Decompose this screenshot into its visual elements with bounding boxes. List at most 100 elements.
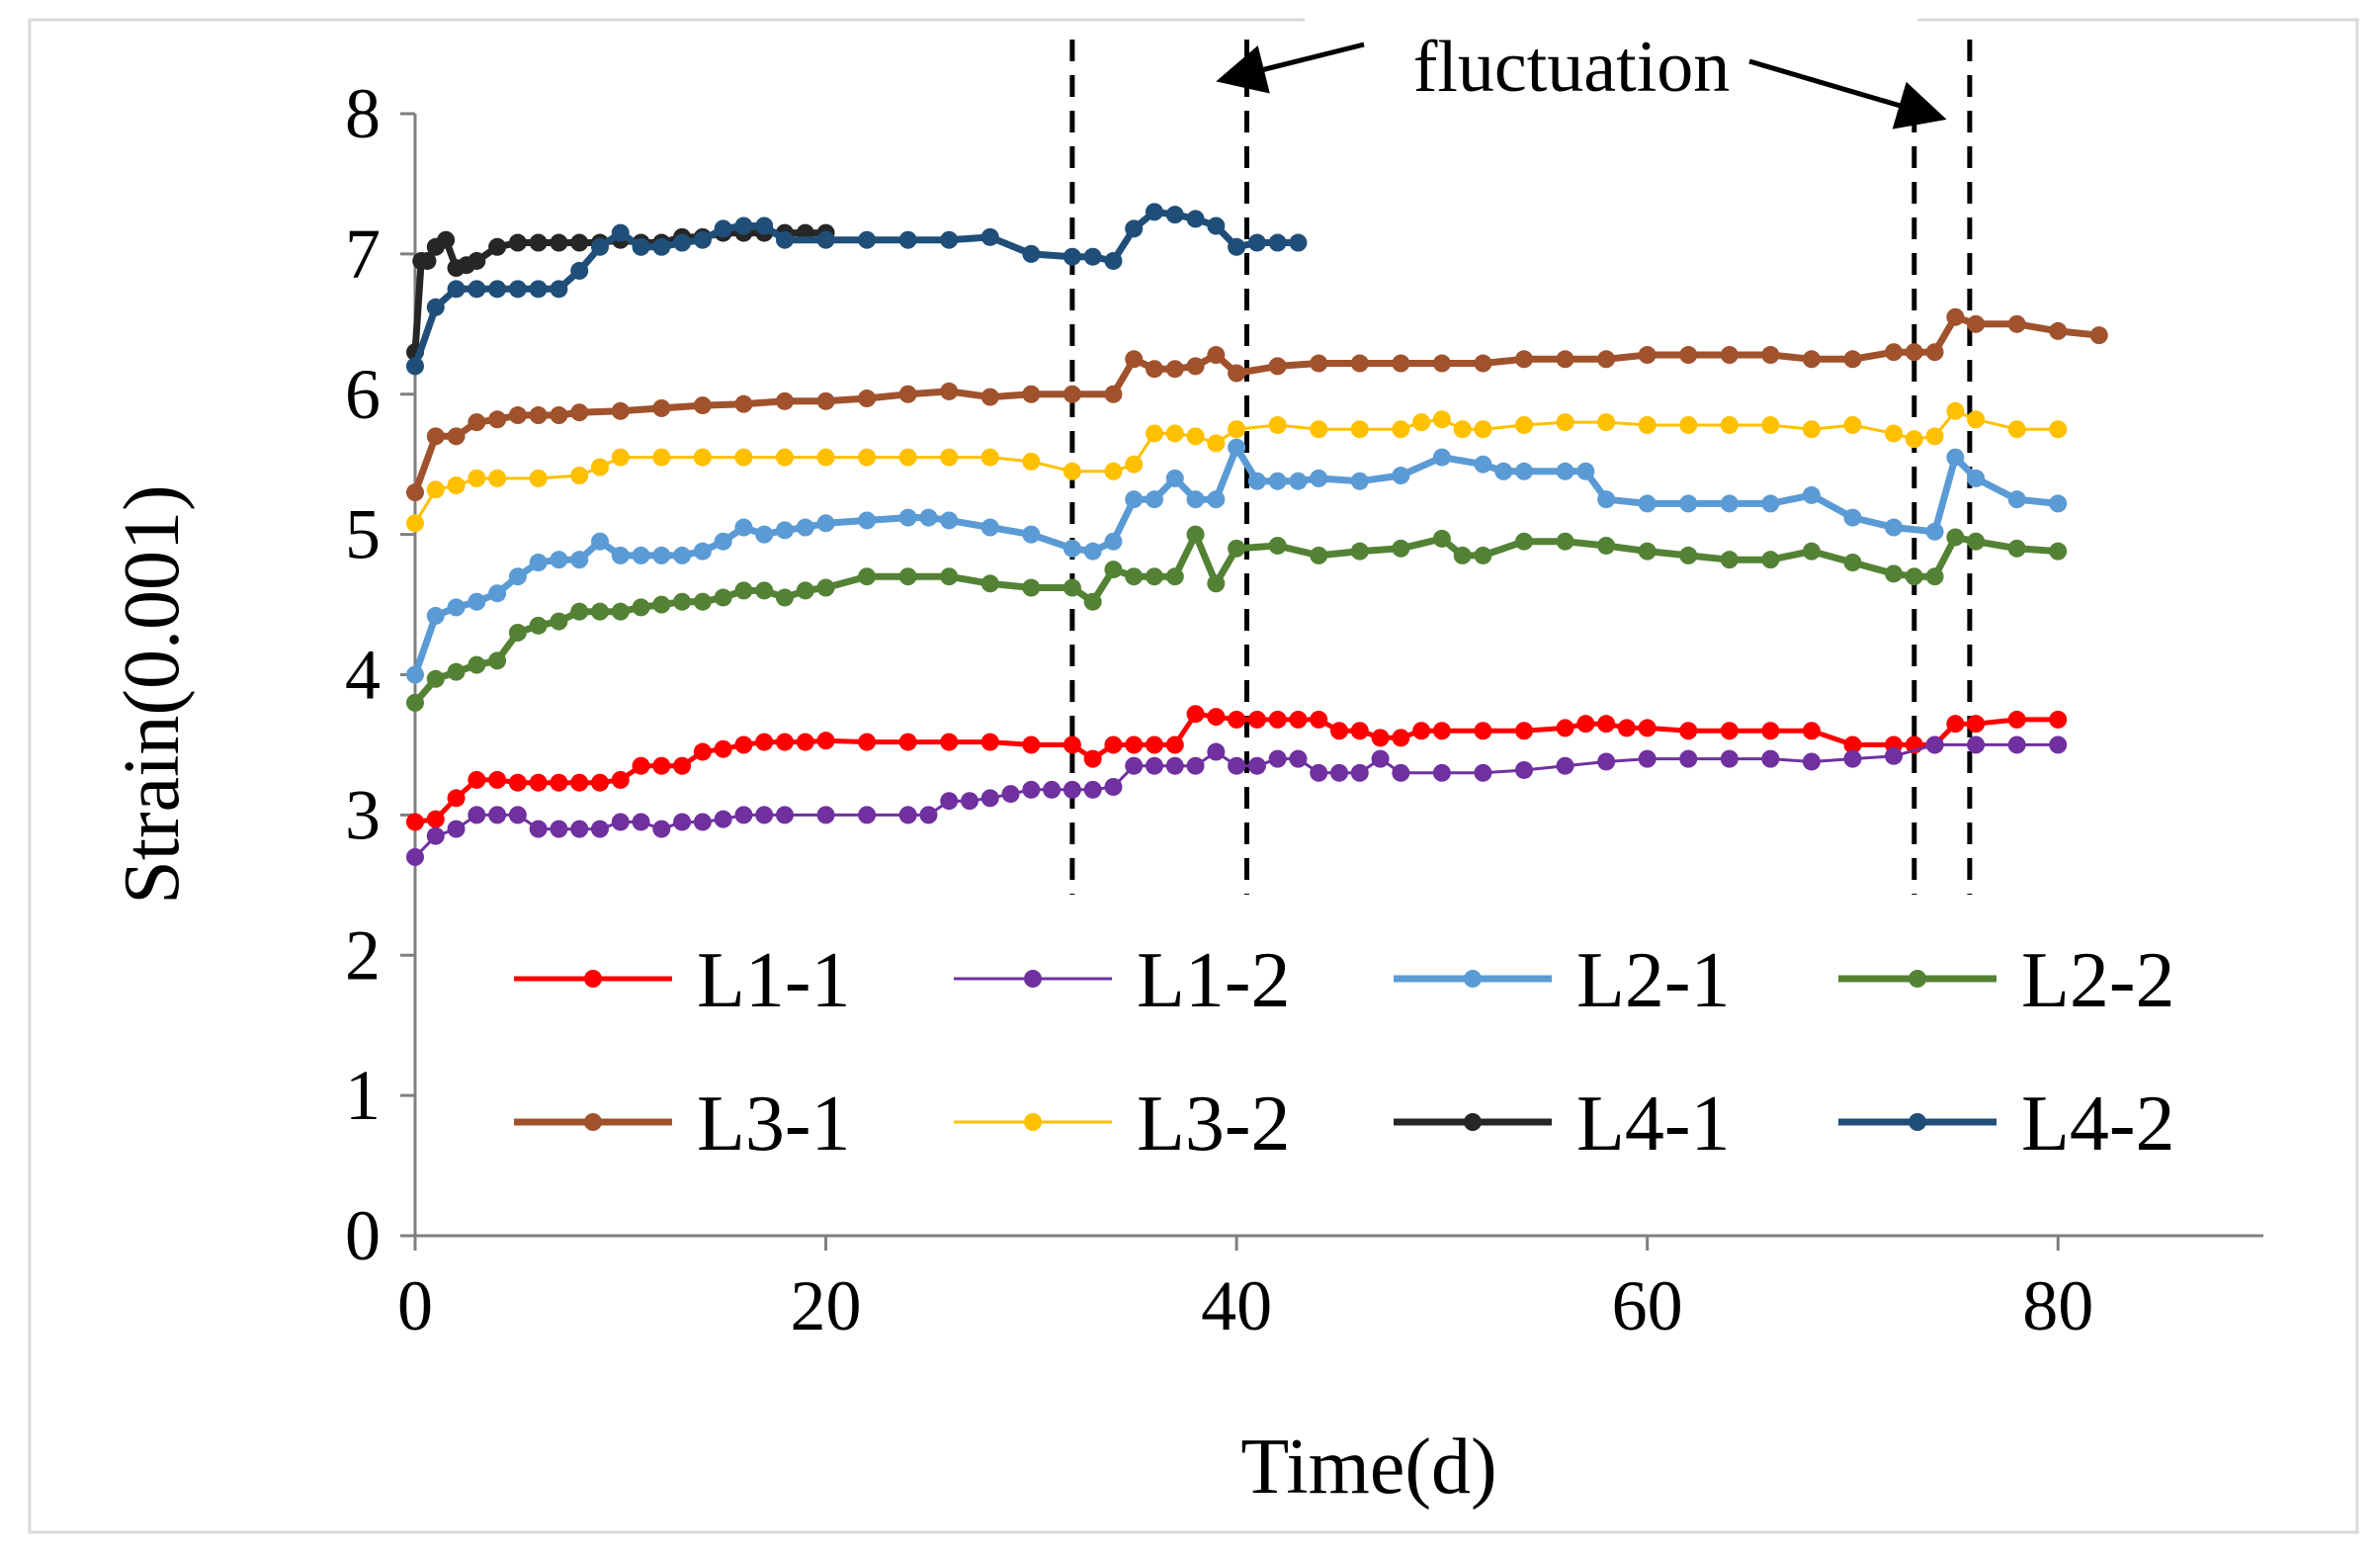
x-tick-label: 80 (2022, 1266, 2093, 1345)
data-point-L3-1 (652, 398, 671, 417)
data-point-L2-2 (570, 602, 589, 621)
data-point-L2-2 (693, 592, 712, 611)
data-point-L2-1 (734, 518, 753, 537)
data-point-L3-1 (2007, 314, 2026, 333)
data-point-L2-1 (1494, 462, 1513, 480)
chart-frame (28, 18, 2359, 1534)
data-point-L4-2 (447, 280, 466, 299)
data-point-L2-2 (1207, 574, 1226, 593)
data-point-L3-1 (2089, 326, 2108, 345)
data-point-L2-2 (1165, 567, 1184, 586)
legend-swatch-marker (1024, 970, 1042, 988)
series-L4-2 (406, 203, 1308, 376)
data-point-L3-2 (447, 476, 466, 494)
data-point-L2-1 (1146, 490, 1163, 509)
data-point-L4-2 (1125, 219, 1144, 238)
data-point-L4-2 (776, 230, 794, 249)
data-point-L1-2 (1062, 780, 1081, 799)
x-tick-label: 40 (1201, 1266, 1272, 1345)
data-point-L2-2 (1350, 542, 1369, 561)
data-point-L3-1 (406, 483, 424, 502)
data-point-L1-2 (898, 806, 917, 824)
data-point-L3-2 (1885, 424, 1903, 443)
data-point-L3-1 (508, 406, 527, 425)
data-point-L1-2 (1207, 742, 1226, 761)
data-point-L1-2 (1474, 763, 1492, 782)
legend-item-L3-2: L3-2 (954, 1081, 1291, 1168)
data-point-L2-2 (1022, 578, 1041, 597)
data-point-L2-1 (550, 551, 568, 569)
data-point-L2-1 (1720, 494, 1739, 513)
data-point-L4-2 (1083, 247, 1102, 266)
data-point-L3-1 (693, 396, 712, 415)
legend-label: L1-1 (697, 937, 851, 1024)
data-point-L4-2 (529, 280, 548, 299)
data-point-L1-2 (1001, 785, 1020, 804)
data-point-L3-1 (1885, 343, 1903, 362)
data-point-L1-1 (858, 733, 877, 751)
data-point-L1-1 (570, 773, 589, 792)
data-point-L3-2 (1597, 413, 1616, 432)
data-point-L3-2 (1392, 420, 1410, 439)
legend-swatch-marker (1024, 1113, 1042, 1131)
data-point-L1-2 (858, 806, 877, 824)
data-point-L2-1 (1967, 469, 1986, 487)
data-point-L4-2 (1022, 244, 1041, 263)
data-point-L1-2 (1638, 749, 1657, 768)
data-point-L2-2 (1679, 546, 1698, 564)
data-point-L3-1 (1802, 350, 1821, 369)
legend-swatch-marker (584, 1113, 602, 1131)
data-point-L2-2 (1125, 567, 1144, 586)
data-point-L2-2 (1083, 592, 1102, 611)
data-point-L1-1 (468, 770, 486, 789)
data-point-L3-2 (1761, 415, 1780, 434)
data-point-L4-2 (611, 223, 630, 242)
data-point-L4-2 (1289, 233, 1308, 252)
data-point-L1-2 (1761, 749, 1780, 768)
data-point-L3-1 (1432, 354, 1451, 373)
data-point-L3-2 (898, 448, 917, 467)
data-point-L2-1 (714, 532, 732, 551)
data-point-L2-1 (898, 508, 917, 527)
data-point-L3-1 (1350, 354, 1369, 373)
data-point-L2-2 (1104, 561, 1123, 579)
data-point-L1-2 (1392, 763, 1410, 782)
data-point-L3-1 (734, 394, 753, 413)
data-point-L1-1 (1720, 722, 1739, 740)
data-point-L2-2 (1843, 554, 1862, 571)
data-point-L1-2 (488, 806, 507, 824)
data-point-L4-1 (508, 233, 527, 252)
data-point-L1-1 (1022, 736, 1041, 754)
data-point-L1-2 (1350, 763, 1369, 782)
data-point-L3-1 (1597, 350, 1616, 369)
data-point-L1-2 (426, 826, 445, 845)
data-point-L3-1 (1186, 357, 1205, 376)
data-point-L1-2 (714, 810, 732, 828)
data-point-L1-2 (940, 792, 959, 811)
data-point-L2-1 (755, 525, 774, 544)
data-point-L1-1 (2049, 710, 2068, 729)
data-point-L1-1 (1474, 722, 1492, 740)
data-point-L3-2 (1515, 415, 1533, 434)
data-point-L1-2 (529, 820, 548, 838)
data-point-L3-1 (1125, 350, 1144, 369)
data-point-L3-2 (652, 448, 671, 467)
y-tick-label: 4 (345, 636, 381, 715)
data-point-L3-2 (1638, 415, 1657, 434)
data-point-L1-2 (1802, 752, 1821, 771)
data-point-L3-1 (1165, 360, 1184, 379)
data-point-L3-2 (734, 448, 753, 467)
data-point-L1-1 (1843, 736, 1862, 754)
data-point-L3-2 (1062, 462, 1081, 480)
data-point-L1-1 (1062, 736, 1081, 754)
data-point-L1-1 (529, 773, 548, 792)
data-point-L1-1 (1146, 736, 1163, 754)
data-point-L3-2 (1186, 427, 1205, 446)
data-point-L1-2 (1515, 760, 1533, 779)
data-point-L3-2 (529, 469, 548, 487)
annotation-arrow-left (1216, 42, 1365, 94)
data-point-L1-2 (550, 820, 568, 838)
data-point-L2-2 (1905, 567, 1923, 586)
data-point-L4-2 (550, 280, 568, 299)
data-point-L2-1 (529, 554, 548, 571)
